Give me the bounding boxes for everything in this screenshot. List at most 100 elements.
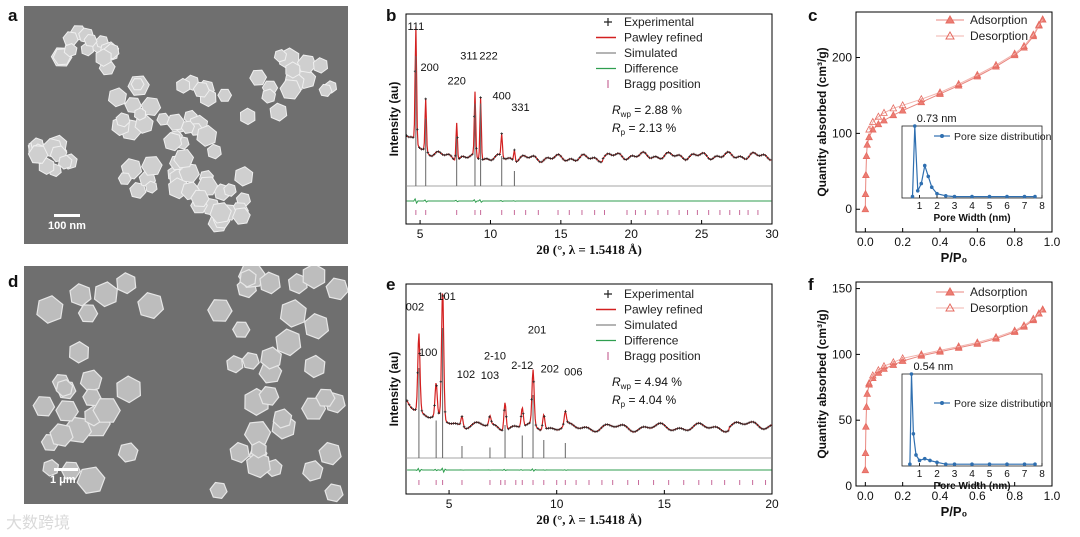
x-axis-title: P/P₀ <box>941 504 968 519</box>
plot-frame <box>405 283 773 495</box>
peak-label: 102 <box>457 369 475 381</box>
experimental-point <box>464 427 468 430</box>
experimental-point <box>640 426 643 429</box>
legend-label: Simulated <box>624 46 677 60</box>
isotherm-marker <box>861 204 870 213</box>
experimental-point <box>504 157 508 161</box>
peak-label: 400 <box>493 91 511 103</box>
sem-particle <box>163 132 183 152</box>
experimental-point <box>580 153 584 157</box>
experimental-point <box>724 430 728 434</box>
sem-particles-d <box>32 266 348 503</box>
experimental-point <box>454 422 457 425</box>
experimental-point <box>414 408 417 412</box>
experimental-point <box>458 157 461 160</box>
legend-label: Simulated <box>624 318 677 332</box>
y-axis-title: Quantity absorbed (cm³/g) <box>815 47 829 196</box>
legend-label: Desorption <box>970 29 1028 43</box>
sem-particle <box>304 313 330 340</box>
experimental-point <box>756 423 759 427</box>
sem-particle <box>116 375 142 404</box>
experimental-point <box>703 425 707 428</box>
experimental-point <box>732 155 736 159</box>
experimental-point <box>458 422 462 426</box>
experimental-point <box>540 160 544 164</box>
experimental-point <box>561 157 565 161</box>
experimental-point <box>699 422 702 425</box>
experimental-point <box>614 153 618 156</box>
isotherm-chart-c: 0.0 0.2 0.4 0.6 0.8 1.0 0 100 200 P/P₀ Quantity ab… <box>800 6 1080 270</box>
sem-particle <box>258 386 280 406</box>
experimental-point <box>532 380 536 384</box>
isotherm-marker <box>861 465 870 474</box>
peak-label: 111 <box>407 21 424 33</box>
experimental-point <box>656 156 660 159</box>
experimental-point <box>627 427 631 431</box>
experimental-point <box>498 428 502 431</box>
y-tick-label: 0 <box>845 202 852 216</box>
experimental-point <box>644 425 647 429</box>
experimental-point <box>754 421 757 425</box>
experimental-point <box>682 428 685 431</box>
experimental-point <box>500 428 504 432</box>
experimental-point <box>766 156 770 160</box>
pore-size-point <box>922 456 927 461</box>
inset-x-tick-label: 6 <box>1004 469 1010 480</box>
legend-symbol-experimental <box>604 18 612 26</box>
experimental-point <box>652 425 656 428</box>
legend-item: Experimental <box>604 15 694 29</box>
experimental-point <box>557 153 561 156</box>
experimental-point <box>659 421 662 425</box>
isotherm-marker <box>1020 321 1028 329</box>
inset-x-axis-title: Pore Width (nm) <box>933 213 1010 224</box>
experimental-point <box>696 154 700 157</box>
plot-frame <box>855 281 1053 487</box>
experimental-point <box>481 158 485 161</box>
isotherm-marker <box>936 346 944 354</box>
experimental-point <box>528 421 531 425</box>
experimental-point <box>437 411 441 415</box>
scale-label-a: 100 nm <box>48 220 86 232</box>
experimental-point <box>661 422 664 426</box>
experimental-point <box>445 421 449 424</box>
experimental-point <box>753 152 757 155</box>
experimental-point <box>517 425 521 429</box>
pore-size-point <box>908 462 912 466</box>
experimental-point <box>544 156 548 160</box>
experimental-point <box>431 415 434 419</box>
experimental-point <box>739 155 742 158</box>
experimental-point <box>717 155 721 158</box>
x-tick-label: 1.0 <box>1044 489 1061 503</box>
pore-size-point <box>1005 194 1009 199</box>
panel-letter-b: b <box>386 6 397 25</box>
experimental-point <box>749 152 753 156</box>
experimental-point <box>711 157 715 160</box>
isotherm-marker <box>1035 309 1043 317</box>
inset-x-tick-label: 7 <box>1022 201 1028 212</box>
experimental-point <box>494 155 497 158</box>
legend-label: Experimental <box>624 15 694 29</box>
y-axis-title: Intensity (au) <box>387 82 401 157</box>
pore-peak-label: 0.73 nm <box>917 113 957 125</box>
experimental-point <box>734 156 738 159</box>
x-tick-label: 0.8 <box>1006 235 1023 249</box>
experimental-point <box>422 413 426 416</box>
experimental-point <box>684 158 687 162</box>
experimental-point <box>500 132 504 135</box>
experimental-point <box>428 154 432 157</box>
experimental-point <box>536 158 539 161</box>
legend-label: Experimental <box>624 287 694 301</box>
inset-x-tick-label: 6 <box>1004 201 1010 212</box>
experimental-point <box>587 426 590 430</box>
isotherm-marker <box>1038 15 1047 23</box>
isotherm-marker <box>1010 326 1019 334</box>
experimental-point <box>623 424 626 427</box>
experimental-point <box>584 154 588 158</box>
isotherm-marker <box>917 350 926 358</box>
experimental-point <box>629 429 633 433</box>
sem-particle <box>269 102 288 122</box>
pore-size-point <box>987 194 992 199</box>
y-axis-title: Quantity absorbed (cm³/g) <box>815 309 829 458</box>
isotherm-marker <box>954 342 963 350</box>
x-tick-label: 25 <box>695 227 709 241</box>
